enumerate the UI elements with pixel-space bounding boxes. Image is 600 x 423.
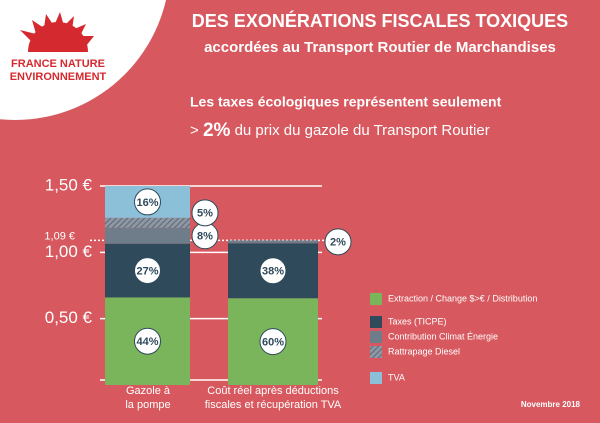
value-label: 16% xyxy=(136,197,158,209)
bar-segment xyxy=(228,240,318,244)
legend-swatch xyxy=(370,331,382,343)
annotation-rest: du prix du gazole du Transport Routier xyxy=(235,122,490,139)
logo-text: ENVIRONNEMENT xyxy=(10,71,107,83)
annotation: > 2% du prix du gazole du Transport Rout… xyxy=(190,120,490,141)
value-label: 38% xyxy=(262,266,284,278)
footer: Novembre 2018 xyxy=(521,400,581,409)
legend-swatch xyxy=(370,293,382,305)
legend-label: Rattrapage Diesel xyxy=(388,346,460,356)
value-badge xyxy=(259,257,287,285)
y-tick-label: 0,50 € xyxy=(45,308,93,327)
x-tick-label: Coût réel après déductions fiscales et r… xyxy=(204,385,342,411)
legend-label: TVA xyxy=(388,372,405,382)
value-label: 44% xyxy=(136,336,158,348)
annotation-prefix: > xyxy=(190,122,199,139)
x-tick-label: Gazole à la pompe xyxy=(125,385,171,411)
value-label: 60% xyxy=(262,337,284,349)
bar-segment xyxy=(105,217,190,228)
value-badge xyxy=(134,188,161,216)
y-tick-label: 1,00 € xyxy=(45,242,93,261)
legend-label: Extraction / Change $>€ / Distribution xyxy=(388,293,537,303)
value-badge xyxy=(259,328,287,356)
value-badge xyxy=(134,257,161,285)
title: DES EXONÉRATIONS FISCALES TOXIQUES xyxy=(192,10,568,31)
value-label: 2% xyxy=(330,237,346,249)
logo-text: FRANCE NATURE xyxy=(11,58,105,70)
value-label: 27% xyxy=(136,265,158,277)
value-badge xyxy=(191,199,219,227)
logo-icon xyxy=(20,12,94,52)
legend-label: Contribution Climat Énergie xyxy=(388,331,498,341)
value-label: 5% xyxy=(197,208,213,220)
reference-label: 1,09 € xyxy=(44,230,75,242)
subtitle: accordées au Transport Routier de Marcha… xyxy=(204,39,556,56)
legend-swatch xyxy=(370,346,382,358)
y-tick-label: 1,50 € xyxy=(45,175,93,194)
legend-label: Taxes (TICPE) xyxy=(388,316,447,326)
annotation: Les taxes écologiques représentent seule… xyxy=(190,94,502,110)
bar-segment xyxy=(105,227,190,244)
value-badge xyxy=(134,327,161,355)
legend-swatch xyxy=(370,372,382,384)
annotation-highlight: 2% xyxy=(203,120,231,141)
value-badge xyxy=(324,228,352,256)
legend-swatch xyxy=(370,316,382,328)
value-label: 8% xyxy=(197,231,213,243)
